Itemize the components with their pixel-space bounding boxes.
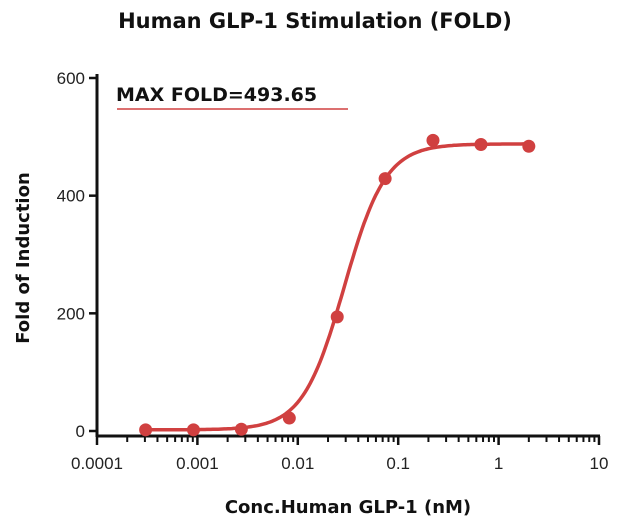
x-tick-label: 0.0001: [71, 454, 123, 473]
fit-curve: [145, 142, 529, 432]
y-tick-label: 0: [76, 422, 85, 441]
x-tick-label: 0.1: [386, 454, 410, 473]
x-tick-label: 0.001: [176, 454, 219, 473]
max-fold-annotation: MAX FOLD=493.65: [116, 84, 317, 106]
data-point: [139, 423, 153, 437]
y-axis-label: Fold of Induction: [13, 172, 34, 344]
data-point: [282, 411, 296, 425]
chart-title: Human GLP-1 Stimulation (FOLD): [118, 9, 512, 33]
x-axis-label: Conc.Human GLP-1 (nM): [225, 497, 471, 518]
data-point: [378, 172, 392, 186]
y-tick-label: 400: [57, 187, 85, 206]
data-point: [522, 139, 536, 153]
y-tick-label: 600: [57, 69, 85, 88]
data-point: [330, 310, 344, 324]
data-point: [234, 422, 248, 436]
data-point: [426, 133, 440, 147]
y-tick-label: 200: [57, 304, 85, 323]
x-tick-label: 0.01: [281, 454, 314, 473]
x-tick-label: 10: [590, 454, 609, 473]
data-point: [474, 137, 488, 151]
x-tick-label: 1: [494, 454, 503, 473]
data-point: [186, 423, 200, 437]
